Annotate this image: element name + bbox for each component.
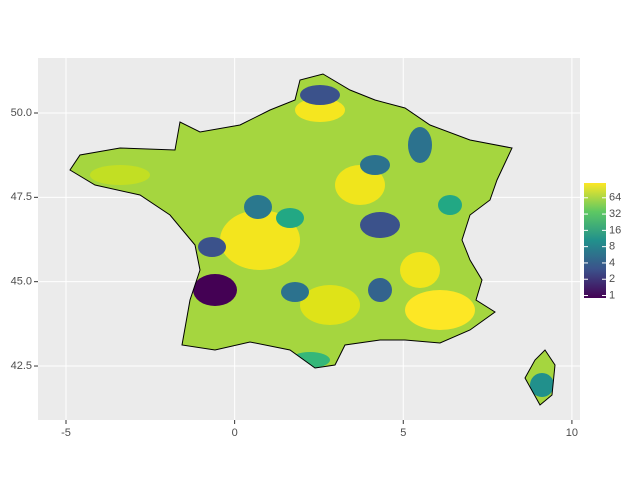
y-tick-label: 50.0 (11, 107, 32, 119)
legend-label: 16 (609, 224, 621, 236)
country-outline (69, 73, 556, 406)
legend-label: 2 (609, 273, 615, 285)
y-tick-label: 42.5 (11, 360, 32, 372)
x-tick-label: 0 (232, 427, 238, 439)
x-tick-label: 10 (566, 427, 578, 439)
legend-label: 1 (609, 289, 615, 301)
legend-label: 32 (609, 208, 621, 220)
x-tick-label: -5 (61, 427, 71, 439)
y-tick-label: 47.5 (11, 191, 32, 203)
legend-label: 8 (609, 241, 615, 253)
legend-label: 4 (609, 257, 615, 269)
legend-label: 64 (609, 192, 621, 204)
y-tick-label: 45.0 (11, 276, 32, 288)
colorbar (584, 183, 606, 298)
x-tick-label: 5 (400, 427, 406, 439)
